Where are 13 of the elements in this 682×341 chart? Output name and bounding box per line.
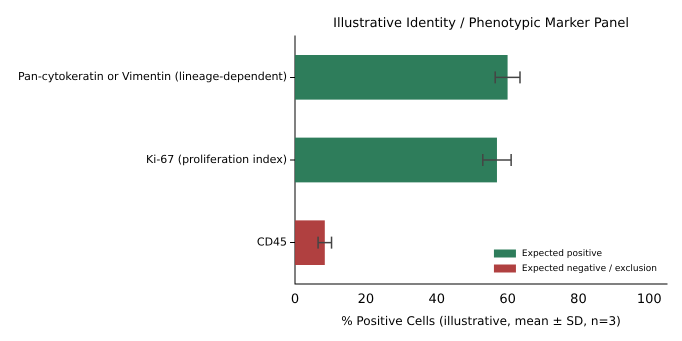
x-axis-title: % Positive Cells (illustrative, mean ± SD, n=3) bbox=[341, 314, 621, 328]
x-tick-label: 0 bbox=[290, 292, 300, 308]
y-tick-label: CD45 bbox=[256, 236, 288, 249]
x-tick-label: 20 bbox=[358, 292, 374, 308]
legend-label: Expected negative / exclusion bbox=[522, 264, 658, 274]
y-tick-label: Ki-67 (proliferation index) bbox=[146, 152, 288, 166]
x-tick-label: 40 bbox=[428, 292, 446, 308]
y-tick-label: Pan-cytokeratin or Vimentin (lineage-dependent) bbox=[18, 70, 288, 84]
x-tick-label: 100 bbox=[636, 292, 662, 308]
chart-title: Illustrative Identity / Phenotypic Marker Panel bbox=[333, 16, 629, 31]
x-tick-label: 80 bbox=[570, 292, 587, 308]
x-tick-label: 60 bbox=[499, 292, 516, 308]
legend-label: Expected positive bbox=[522, 248, 603, 259]
